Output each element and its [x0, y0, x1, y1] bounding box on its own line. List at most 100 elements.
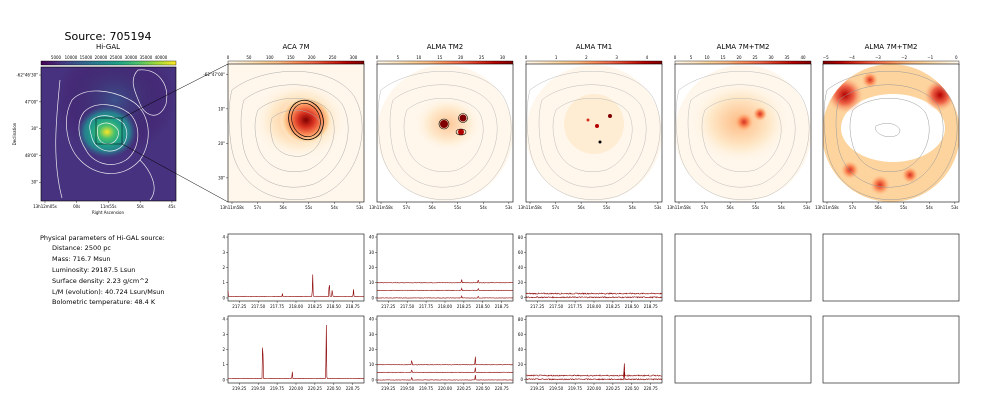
colorbar-tick-label: 35: [784, 55, 790, 60]
colorbar-tick-label: 0: [376, 55, 379, 60]
x-tick-label: 217.50: [549, 304, 563, 309]
spectrum-trace: [525, 363, 663, 378]
x-tick-label: 13h11m58s: [815, 205, 839, 210]
y-tick-label: 20: [518, 362, 524, 367]
axis-ticks-7mtm2: 13h11m58s 57s 56s 55s 54s 53s: [667, 202, 810, 210]
x-tick-label: 13h11m58s: [220, 205, 244, 210]
colorbar-tick-label: 0: [525, 55, 528, 60]
colorbar-tick-label: 250: [329, 55, 337, 60]
zoom-connectors: [121, 63, 229, 203]
empty-spectrum-panel: [674, 233, 812, 302]
y-tick-label: 20": [218, 141, 225, 146]
x-tick-label: 56s: [429, 205, 436, 210]
x-tick-label: 217.50: [251, 304, 265, 309]
panel-tm2: ALMA TM2 0 5 10 15 20 25 30 13h11m58s 57s 56s 55s…: [369, 43, 514, 210]
spectrum-panel-spec_tm2_hi: 219.25 219.50 219.75 220.00 220.25 220.50 220.…: [369, 315, 514, 391]
figure-title: Source: 705194: [65, 30, 152, 43]
spectra-panels: 217.25 217.50 217.75 218.00 218.25 218.50 218.…: [222, 233, 960, 391]
colorbar-tick-label: 10000: [65, 55, 78, 60]
colorbar-tick-label: 15: [437, 55, 443, 60]
x-tick-label: 220.25: [457, 386, 471, 391]
x-tick-label: 53s: [951, 205, 958, 210]
x-tick-label: 217.25: [381, 304, 395, 309]
y-tick-label: 40: [369, 317, 375, 322]
x-tick-label: 220.75: [346, 386, 360, 391]
colorbar-tick-label: 3: [615, 55, 618, 60]
param-luminosity: Luminosity: 29187.5 Lsun: [52, 266, 135, 274]
x-tick-label: 218.75: [644, 304, 658, 309]
x-tick-label: 220.00: [289, 386, 303, 391]
panel-tm1: ALMA TM1 0 1 2 3 4 13h11m58s 57s 56s 55s 54s 53s: [518, 43, 663, 210]
x-tick-label: 00s: [73, 204, 80, 209]
spectrum-frame: [376, 233, 514, 302]
empty-spectrum-panel: [674, 315, 812, 384]
x-tick-label: 219.75: [270, 386, 284, 391]
panel-title-higal: Hi-GAL: [96, 43, 120, 51]
param-tbol: Bolometric temperature: 48.4 K: [52, 298, 156, 306]
x-tick-label: 56s: [280, 205, 287, 210]
panel-title-aca7m: ACA 7M: [282, 43, 309, 51]
colorbar-ticks-aca7m: 0 50 100 150 200 250 300: [227, 55, 358, 60]
ylabel-higal: Declination: [12, 122, 17, 145]
y-tick-label: 48'00": [25, 153, 38, 158]
y-tick-label: 80: [518, 235, 524, 240]
axis-ticks-tm2: 13h11m58s 57s 56s 55s 54s 53s: [369, 202, 512, 210]
colorbar-tick-label: 10: [416, 55, 422, 60]
x-tick-label: 218.75: [495, 304, 509, 309]
colorbar-ticks-7mtm2: 0 5 10 15 20 25 30 35 40: [674, 55, 806, 60]
panel-higal: Hi-GAL 5000 10000 15000 20000 25000 30000 3500…: [12, 43, 177, 215]
spectrum-frame: [376, 315, 514, 384]
x-tick-label: 218.75: [346, 304, 360, 309]
x-tick-label: 13h11m58s: [369, 205, 393, 210]
colorbar-tick-label: 15000: [80, 55, 93, 60]
x-tick-label: 217.75: [568, 304, 582, 309]
colorbar-tick-label: −2: [901, 55, 907, 60]
x-tick-label: 220.50: [476, 386, 490, 391]
spectrum-panel-spec_tm1_lo: 217.25 217.50 217.75 218.00 218.25 218.50 218.…: [518, 233, 663, 309]
colorbar-tick-label: 40000: [155, 55, 168, 60]
colorbar-tick-label: 0: [227, 55, 230, 60]
x-tick-label: 220.75: [644, 386, 658, 391]
y-tick-label: 60: [518, 332, 524, 337]
spectrum-panel-spec_aca_hi: 219.25 219.50 219.75 220.00 220.25 220.50 220.…: [222, 315, 365, 391]
x-tick-label: 13h12m05s: [33, 204, 57, 209]
aca7m-contour-outer: [288, 99, 324, 141]
y-tick-label: 10: [369, 362, 375, 367]
x-tick-label: 220.50: [625, 386, 639, 391]
x-tick-label: 55s: [900, 205, 907, 210]
spectrum-trace: [376, 294, 514, 299]
colorbar-tick-label: 150: [287, 55, 295, 60]
x-tick-label: 57s: [701, 205, 708, 210]
x-tick-label: 219.25: [232, 386, 246, 391]
y-tick-label: 40: [369, 235, 375, 240]
colorbar-tick-label: 5: [690, 55, 693, 60]
y-tick-label: 0: [520, 295, 523, 300]
spectrum-panel-spec_aca_lo: 217.25 217.50 217.75 218.00 218.25 218.50 218.…: [222, 233, 365, 309]
y-tick-label: 30": [218, 175, 225, 180]
x-tick-label: 53s: [654, 205, 661, 210]
y-tick-label: 47'00": [25, 99, 38, 104]
colorbar-tick-label: 25: [479, 55, 485, 60]
spectrum-trace: [376, 356, 514, 366]
spectrum-trace: [376, 279, 514, 284]
x-tick-label: 217.50: [400, 304, 414, 309]
spectrum-trace: [227, 274, 365, 298]
x-tick-label: 218.25: [457, 304, 471, 309]
x-tick-label: 220.25: [308, 386, 322, 391]
spectrum-frame: [227, 315, 365, 384]
y-tick-label: 3: [222, 250, 225, 255]
y-tick-label: 0: [371, 296, 374, 301]
y-tick-label: 30": [31, 180, 38, 185]
x-tick-label: 53s: [356, 205, 363, 210]
y-tick-label: 30: [369, 332, 375, 337]
panel-7mtm2: ALMA 7M+TM2 0 5 10 15 20 25 30 35 40 13h11m58s 57…: [667, 43, 812, 210]
x-tick-label: 57s: [254, 205, 261, 210]
panel-title-tm2: ALMA TM2: [427, 43, 464, 51]
colorbar-tick-label: 30: [500, 55, 506, 60]
param-lm: L/M (evolution): 40.724 Lsun/Msun: [52, 288, 165, 296]
x-tick-label: 218.00: [587, 304, 601, 309]
colorbar-tick-label: −4: [849, 55, 855, 60]
spectrum-trace: [376, 367, 514, 373]
colorbar-tick-label: 200: [308, 55, 316, 60]
panel-title-7mtm2: ALMA 7M+TM2: [717, 43, 770, 51]
